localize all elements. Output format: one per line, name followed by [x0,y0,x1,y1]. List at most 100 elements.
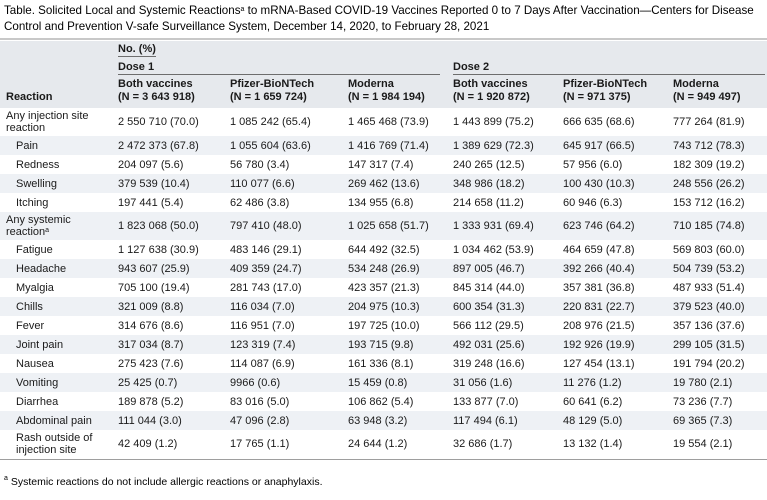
table-cell: 1 034 462 (53.9) [453,243,534,256]
table-cell: 1 416 769 (71.4) [348,139,429,152]
table-row: Vomiting 25 425 (0.7) 9966 (0.6) 15 459 (0.… [0,373,767,392]
table-cell: 147 317 (7.4) [348,158,414,171]
table-cell: 161 336 (8.1) [348,357,414,370]
title-divider [0,38,767,40]
table-cell: 897 005 (46.7) [453,262,525,275]
table-cell: 69 365 (7.3) [673,414,733,427]
table-cell: 114 087 (6.9) [230,357,295,370]
footnote-marker: a [4,475,8,482]
table-cell: 197 441 (5.4) [118,196,184,209]
table-cell: 348 986 (18.2) [453,177,525,190]
column-header-n: (N = 949 497) [673,91,741,103]
table-cell: 314 676 (8.6) [118,319,184,332]
row-label: Joint pain [16,338,64,351]
table-cell: 19 554 (2.1) [673,438,733,450]
table-body: Any injection site reaction 2 550 710 (70.… [0,108,767,458]
table-row: Diarrhea 189 878 (5.2) 83 016 (5.0) 106 862… [0,392,767,411]
table-cell: 31 056 (1.6) [453,376,513,389]
row-label: Any injection site reaction [6,110,89,134]
row-label: Abdominal pain [16,414,92,427]
column-header-5: Moderna (N = 949 497) [667,76,767,108]
dose1-header: Dose 1 [112,59,447,76]
table-cell: 204 097 (5.6) [118,158,184,171]
table-row: Nausea 275 423 (7.6) 114 087 (6.9) 161 336 … [0,354,767,373]
column-header-n: (N = 1 920 872) [453,91,530,103]
column-header-n: (N = 1 984 194) [348,91,425,103]
table-row: Any systemic reactiona 1 823 068 (50.0) 797… [0,212,767,240]
table-cell: 32 686 (1.7) [453,438,513,450]
table-cell: 123 319 (7.4) [230,338,296,351]
table-cell: 110 077 (6.6) [230,177,295,190]
table-cell: 116 951 (7.0) [230,319,295,332]
table-cell: 208 976 (21.5) [563,319,635,332]
table-cell: 2 472 373 (67.8) [118,139,199,152]
table-cell: 281 743 (17.0) [230,281,302,294]
table-row: Chills 321 009 (8.8) 116 034 (7.0) 204 975 … [0,297,767,316]
row-footnote-marker: a [45,227,50,234]
reaction-column-header: Reaction [6,91,53,103]
table-cell: 464 659 (47.8) [563,243,635,256]
table-header: No. (%) Dose 1 Dose 2 Reaction Both vacc… [0,41,767,108]
table-row: Pain 2 472 373 (67.8) 1 055 604 (63.6) 1 41… [0,136,767,155]
column-header-3: Both vaccines (N = 1 920 872) [447,76,557,108]
row-label: Rash outside of injection site [16,432,93,456]
table-cell: 710 185 (74.8) [673,220,745,232]
table-cell: 204 975 (10.3) [348,300,420,313]
row-label: Fatigue [16,243,53,256]
table-bottom-rule [0,459,767,460]
title-line1-a: Table. Solicited Local and Systemic Reac… [4,4,241,17]
footnote-text: Systemic reactions do not include allerg… [7,476,323,488]
table-cell: 214 658 (11.2) [453,196,524,209]
table-title: Table. Solicited Local and Systemic Reac… [4,3,764,35]
row-label: Pain [16,139,39,152]
table-row: Swelling 379 539 (10.4) 110 077 (6.6) 269 4… [0,174,767,193]
table-cell: 134 955 (6.8) [348,196,414,209]
table-cell: 379 523 (40.0) [673,300,745,313]
table-cell: 1 823 068 (50.0) [118,220,199,232]
column-header-2: Moderna (N = 1 984 194) [342,76,447,108]
table-cell: 1 443 899 (75.2) [453,116,534,128]
table-cell: 492 031 (25.6) [453,338,525,351]
table-cell: 317 034 (8.7) [118,338,184,351]
table-row: Itching 197 441 (5.4) 62 486 (3.8) 134 955 … [0,193,767,212]
table-cell: 379 539 (10.4) [118,177,190,190]
table-cell: 220 831 (22.7) [563,300,635,313]
table-row: Redness 204 097 (5.6) 56 780 (3.4) 147 317 … [0,155,767,174]
table-cell: 1 333 931 (69.4) [453,220,534,232]
row-label: Swelling [16,177,57,190]
table-cell: 623 746 (64.2) [563,220,635,232]
table-cell: 275 423 (7.6) [118,357,184,370]
column-header-name: Moderna [348,78,394,90]
table-cell: 777 264 (81.9) [673,116,745,128]
table-cell: 504 739 (53.2) [673,262,745,275]
table-cell: 705 100 (19.4) [118,281,190,294]
table-cell: 666 635 (68.6) [563,116,635,128]
title-line2: Control and Prevention V-safe Surveillan… [4,20,490,33]
table-cell: 57 956 (6.0) [563,158,623,171]
table-cell: 47 096 (2.8) [230,414,290,427]
table-cell: 534 248 (26.9) [348,262,420,275]
table-cell: 1 025 658 (51.7) [348,220,429,232]
table-cell: 645 917 (66.5) [563,139,635,152]
table-cell: 73 236 (7.7) [673,395,733,408]
row-label: Headache [16,262,67,275]
table-cell: 797 410 (48.0) [230,220,302,232]
table-cell: 943 607 (25.9) [118,262,190,275]
table-cell: 106 862 (5.4) [348,395,414,408]
dose2-header: Dose 2 [447,59,767,76]
table-row: Fatigue 1 127 638 (30.9) 483 146 (29.1) 644… [0,240,767,259]
column-header-1: Pfizer-BioNTech (N = 1 659 724) [224,76,342,108]
table-footnote: a Systemic reactions do not include alle… [4,475,323,488]
table-cell: 357 136 (37.6) [673,319,745,332]
table-cell: 25 425 (0.7) [118,376,178,389]
column-header-name: Pfizer-BioNTech [230,78,315,90]
table-cell: 1 389 629 (72.3) [453,139,534,152]
column-header-4: Pfizer-BioNTech (N = 971 375) [557,76,667,108]
table-cell: 409 359 (24.7) [230,262,302,275]
column-header-name: Moderna [673,78,719,90]
column-header-n: (N = 3 643 918) [118,91,195,103]
table-cell: 19 780 (2.1) [673,376,733,389]
table-cell: 1 055 604 (63.6) [230,139,311,152]
table-cell: 299 105 (31.5) [673,338,745,351]
